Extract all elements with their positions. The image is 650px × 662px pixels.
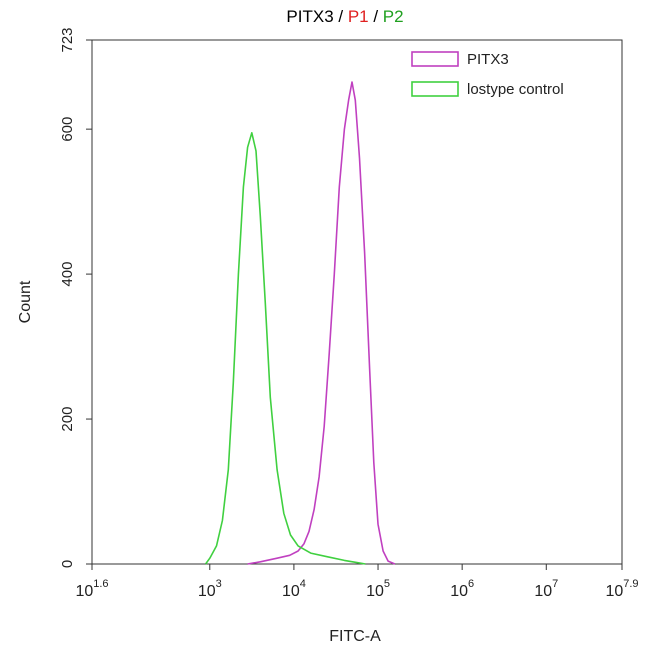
title-part: P1 <box>348 7 369 26</box>
title-part: / <box>334 7 348 26</box>
legend-label: PITX3 <box>467 51 509 68</box>
legend: PITX3 lostype control <box>411 51 564 98</box>
x-tick-label: 103 <box>198 578 222 600</box>
y-tick-label: 723 <box>59 27 76 52</box>
legend-swatch <box>411 51 459 67</box>
y-axis-label: Count <box>17 280 34 323</box>
x-tick-label: 107.9 <box>605 578 638 600</box>
title-part: PITX3 <box>286 7 333 26</box>
legend-swatch <box>411 81 459 97</box>
chart-title: PITX3 / P1 / P2 <box>286 7 403 26</box>
y-axis: 0 200 400 600 723 <box>59 27 92 568</box>
title-part: / <box>369 7 383 26</box>
x-tick-label: 106 <box>450 578 474 600</box>
title-part: P2 <box>383 7 404 26</box>
series-layer <box>204 81 396 565</box>
x-axis: 101.6 103 104 105 106 107 107.9 <box>75 564 639 600</box>
legend-label: lostype control <box>467 81 564 98</box>
y-tick-label: 200 <box>59 407 76 432</box>
y-tick-label: 400 <box>59 262 76 287</box>
x-axis-label: FITC-A <box>329 628 381 645</box>
x-tick-label: 105 <box>366 578 390 600</box>
series-line-isotype-control <box>204 132 366 565</box>
x-tick-label: 101.6 <box>75 578 108 600</box>
x-tick-label: 107 <box>534 578 558 600</box>
y-tick-label: 600 <box>59 117 76 142</box>
plot-frame <box>91 39 623 565</box>
x-tick-label: 104 <box>282 578 306 600</box>
series-line-pitx3 <box>247 81 396 565</box>
y-tick-label: 0 <box>59 560 76 568</box>
